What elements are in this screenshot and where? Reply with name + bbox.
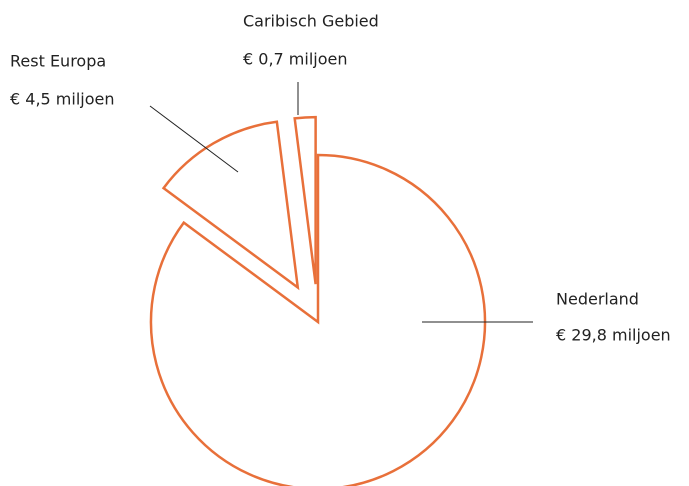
slice-label: Rest Europa — [10, 52, 106, 71]
pie-slice — [161, 120, 300, 291]
slice-value-label: € 4,5 miljoen — [10, 90, 115, 109]
leader-line — [149, 105, 239, 173]
pie-slice — [293, 115, 317, 285]
slice-label: Nederland — [556, 290, 639, 309]
slice-value-label: € 0,7 miljoen — [243, 50, 348, 69]
slice-value-label: € 29,8 miljoen — [556, 326, 671, 345]
slice-label: Caribisch Gebied — [243, 12, 379, 31]
pie-slice — [149, 153, 487, 486]
